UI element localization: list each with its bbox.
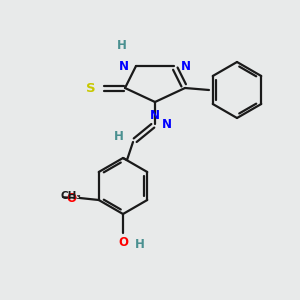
Text: N: N (181, 59, 191, 73)
Text: N: N (119, 59, 129, 73)
Text: H: H (135, 238, 145, 250)
Text: H: H (114, 130, 124, 143)
Text: H: H (117, 39, 127, 52)
Text: CH₃: CH₃ (61, 191, 82, 201)
Text: N: N (162, 118, 172, 130)
Text: O: O (67, 191, 77, 205)
Text: S: S (86, 82, 96, 94)
Text: O: O (118, 236, 128, 249)
Text: N: N (150, 109, 160, 122)
